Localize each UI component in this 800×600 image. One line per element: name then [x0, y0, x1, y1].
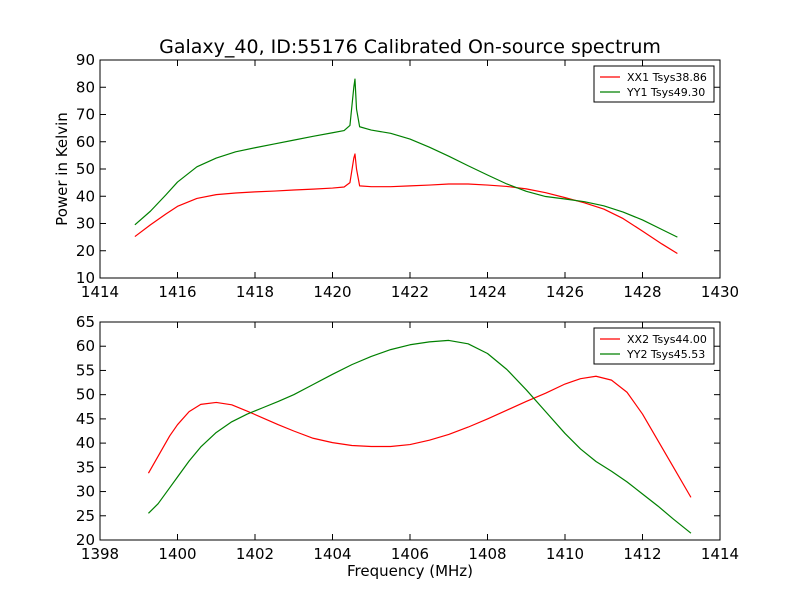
legend-box [593, 327, 715, 365]
x-tick-label: 1410 [546, 545, 584, 563]
y-tick-label: 45 [76, 410, 95, 428]
chart-title: Galaxy_40, ID:55176 Calibrated On-source… [159, 36, 661, 58]
y-axis-label: Power in Kelvin [53, 112, 71, 226]
y-tick-label: 50 [76, 160, 95, 178]
y-tick-label: 10 [76, 269, 95, 287]
y-tick-label: 70 [76, 106, 95, 124]
y-tick-label: 55 [76, 361, 95, 379]
x-tick-label: 1422 [391, 283, 429, 301]
x-tick-label: 1430 [701, 283, 739, 301]
y-tick-label: 60 [76, 337, 95, 355]
bottom-spectrum-panel: 1398 1400 1402 1404 1406 1408 1410 1412 1414 20 25… [76, 313, 739, 563]
y-tick-label: 65 [76, 313, 95, 331]
series-line-yy [148, 339, 692, 534]
y-tick-label: 40 [76, 434, 95, 452]
y-tick-label: 20 [76, 531, 95, 549]
x-tick-label: 1412 [623, 545, 661, 563]
x-tick-label: 1406 [391, 545, 429, 563]
y-tick-label: 40 [76, 187, 95, 205]
x-tick-label: 1408 [468, 545, 506, 563]
series-line-yy [134, 78, 678, 238]
legend-label: XX1 Tsys38.86 [627, 71, 707, 84]
y-tick-label: 80 [76, 78, 95, 96]
legend-label: YY1 Tsys49.30 [626, 86, 705, 99]
y-tick-label: 35 [76, 458, 95, 476]
x-tick-label: 1418 [236, 283, 274, 301]
y-tick-label: 20 [76, 242, 95, 260]
x-tick-label: 1414 [81, 283, 119, 301]
series-line-xx [147, 375, 692, 498]
x-tick-label: 1414 [701, 545, 739, 563]
x-tick-label: 1404 [313, 545, 351, 563]
y-tick-label: 50 [76, 386, 95, 404]
top-spectrum-panel: 1414 1416 1418 1420 1422 1424 1426 1428 1430 10 20… [53, 51, 739, 301]
y-tick-label: 60 [76, 133, 95, 151]
x-tick-label: 1398 [81, 545, 119, 563]
legend-label: XX2 Tsys44.00 [627, 333, 707, 346]
x-tick-label: 1400 [158, 545, 196, 563]
legend-label: YY2 Tsys45.53 [626, 348, 705, 361]
x-tick-label: 1426 [546, 283, 584, 301]
x-axis-label: Frequency (MHz) [347, 562, 473, 580]
y-tick-label: 30 [76, 215, 95, 233]
y-tick-label: 30 [76, 483, 95, 501]
y-tick-label: 90 [76, 51, 95, 69]
legend-box [593, 65, 715, 103]
x-tick-label: 1416 [158, 283, 196, 301]
y-tick-label: 25 [76, 507, 95, 525]
x-tick-label: 1424 [468, 283, 506, 301]
x-tick-label: 1428 [623, 283, 661, 301]
x-tick-label: 1402 [236, 545, 274, 563]
x-tick-label: 1420 [313, 283, 351, 301]
